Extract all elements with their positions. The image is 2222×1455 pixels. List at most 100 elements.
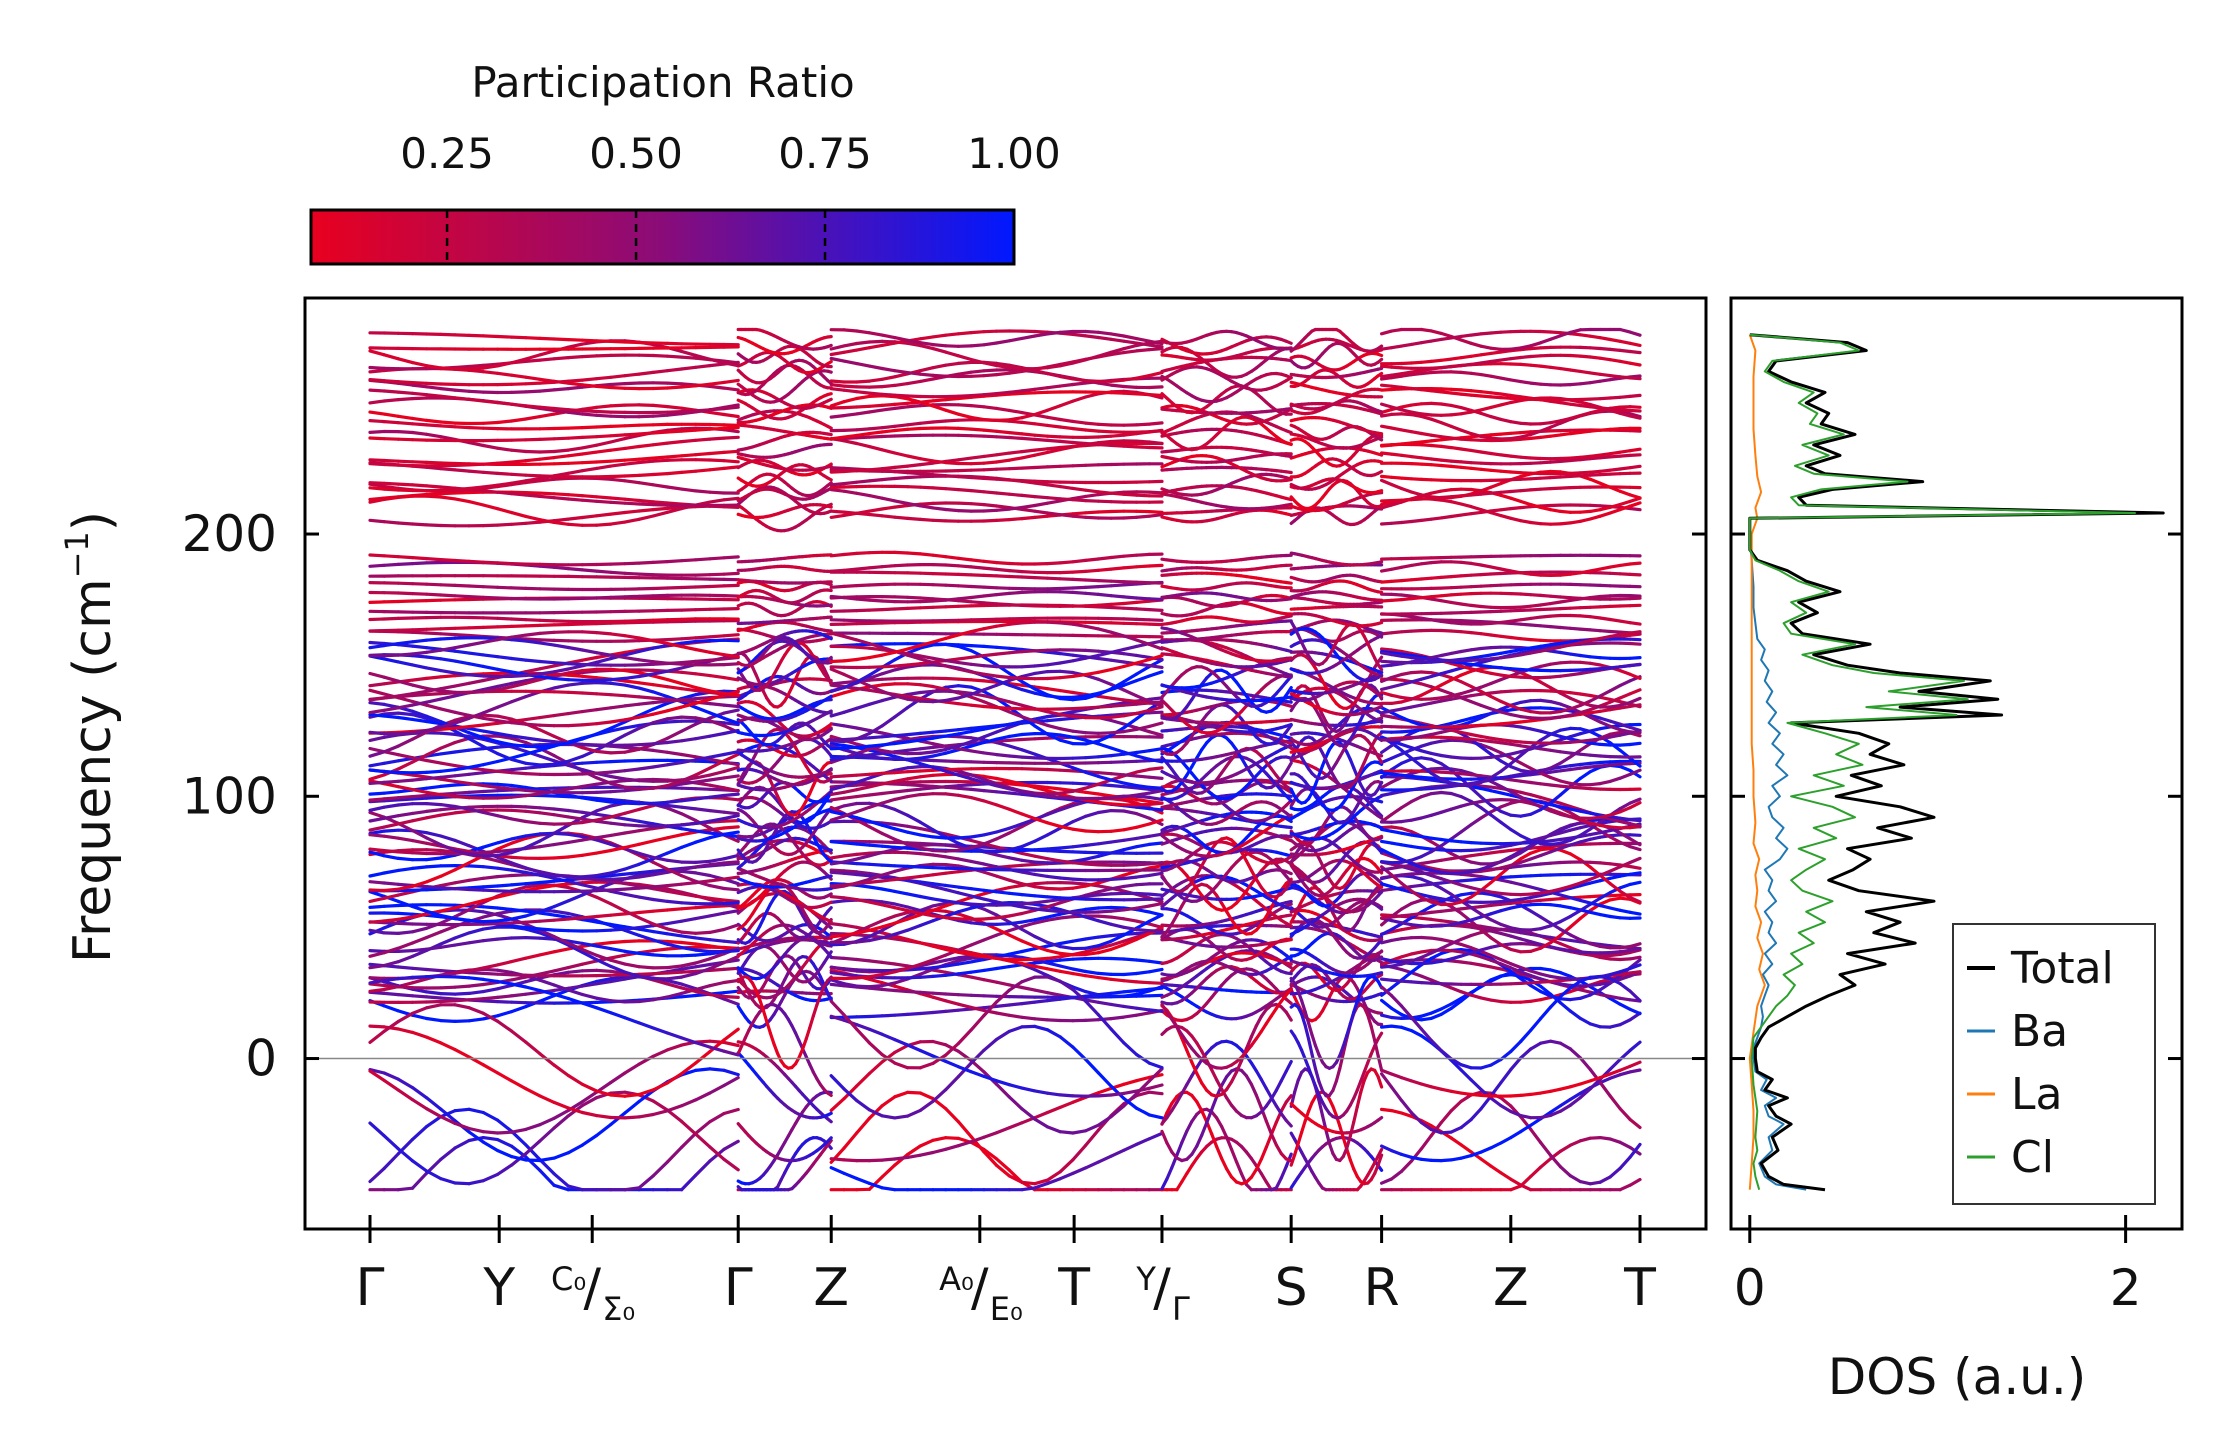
band-segment bbox=[855, 597, 872, 602]
band-segment bbox=[651, 413, 670, 418]
band-segment bbox=[1376, 357, 1384, 364]
band-segment bbox=[510, 510, 528, 519]
band-segment bbox=[410, 627, 429, 632]
band-segment bbox=[453, 490, 471, 495]
band-segment bbox=[467, 366, 485, 371]
band-segment bbox=[1628, 453, 1642, 457]
band-segment bbox=[1096, 509, 1113, 514]
band-segment bbox=[566, 622, 585, 627]
band-segment bbox=[453, 364, 471, 370]
band-segment bbox=[594, 353, 613, 358]
band-segment bbox=[855, 566, 872, 571]
band-segment bbox=[1419, 517, 1433, 523]
band-segment bbox=[829, 435, 846, 441]
band-segment bbox=[396, 630, 415, 634]
band-segment bbox=[396, 390, 415, 395]
band-segment bbox=[623, 423, 641, 428]
band-segment bbox=[623, 432, 641, 437]
band-segment bbox=[1399, 519, 1414, 525]
band-segment bbox=[552, 461, 570, 466]
band-segment bbox=[1399, 498, 1414, 502]
band-segment bbox=[425, 393, 443, 398]
band-segment bbox=[651, 458, 670, 463]
band-segment bbox=[1608, 508, 1622, 515]
band-segment bbox=[867, 430, 884, 436]
band-segment bbox=[1058, 497, 1075, 502]
band-segment bbox=[905, 426, 922, 431]
band-segment bbox=[623, 594, 641, 599]
band-segment bbox=[905, 400, 922, 405]
band-segment bbox=[382, 458, 400, 463]
band-segment bbox=[1020, 493, 1037, 499]
band-segment bbox=[880, 476, 897, 482]
band-segment bbox=[1419, 496, 1433, 501]
band-segment bbox=[944, 507, 961, 513]
band-segment bbox=[880, 383, 897, 389]
band-segment bbox=[1045, 384, 1062, 390]
band-segment bbox=[1538, 487, 1553, 491]
band-segment bbox=[708, 426, 726, 431]
band-segment bbox=[566, 515, 585, 521]
band-segment bbox=[594, 375, 613, 381]
band-segment bbox=[826, 476, 833, 482]
band-segment bbox=[1588, 503, 1602, 508]
band-segment bbox=[855, 479, 872, 484]
band-segment bbox=[944, 583, 961, 588]
band-segment bbox=[956, 572, 973, 577]
band-segment bbox=[982, 373, 999, 378]
band-segment bbox=[651, 441, 670, 447]
band-segment bbox=[905, 485, 922, 489]
band-segment bbox=[1389, 500, 1404, 507]
band-segment bbox=[439, 332, 457, 337]
band-segment bbox=[855, 329, 872, 335]
band-segment bbox=[382, 481, 400, 486]
band-segment bbox=[396, 561, 415, 567]
band-segment bbox=[538, 618, 556, 623]
band-segment bbox=[467, 462, 485, 467]
band-segment bbox=[918, 474, 935, 479]
band-segment bbox=[931, 583, 948, 587]
band-segment bbox=[481, 420, 500, 425]
band-segment bbox=[637, 618, 655, 623]
band-segment bbox=[708, 458, 726, 463]
band-segment bbox=[842, 348, 859, 354]
band-segment bbox=[1284, 441, 1293, 446]
band-segment bbox=[969, 369, 986, 374]
band-segment bbox=[994, 451, 1011, 457]
band-segment bbox=[1628, 593, 1642, 598]
band-segment bbox=[566, 426, 585, 430]
band-segment bbox=[722, 412, 740, 419]
band-segment bbox=[425, 492, 443, 497]
band-segment bbox=[1122, 515, 1139, 520]
band-segment bbox=[880, 406, 897, 412]
band-segment bbox=[1376, 344, 1384, 351]
band-segment bbox=[722, 459, 740, 464]
band-segment bbox=[829, 509, 846, 514]
band-segment bbox=[1284, 454, 1293, 459]
band-segment bbox=[481, 489, 500, 494]
band-segment bbox=[1020, 515, 1037, 521]
band-segment bbox=[1122, 349, 1139, 355]
band-segment bbox=[918, 517, 935, 522]
band-segment bbox=[425, 592, 443, 597]
band-segment bbox=[637, 403, 655, 407]
band-segment bbox=[1588, 508, 1602, 513]
band-segment bbox=[694, 427, 712, 432]
band-segment bbox=[1134, 514, 1151, 519]
band-segment bbox=[982, 508, 999, 513]
band-segment bbox=[1045, 561, 1062, 566]
band-segment bbox=[1284, 502, 1293, 507]
band-segment bbox=[1469, 505, 1483, 512]
band-segment bbox=[829, 594, 846, 600]
band-segment bbox=[956, 501, 973, 506]
band-segment bbox=[524, 358, 542, 363]
band-segment bbox=[905, 595, 922, 600]
band-segment bbox=[382, 437, 400, 441]
band-segment bbox=[580, 460, 599, 465]
band-segment bbox=[708, 450, 726, 456]
band-segment bbox=[855, 491, 872, 498]
band-segment bbox=[826, 432, 833, 437]
band-segment bbox=[368, 388, 386, 393]
band-segment bbox=[467, 584, 485, 589]
band-segment bbox=[1007, 450, 1024, 455]
